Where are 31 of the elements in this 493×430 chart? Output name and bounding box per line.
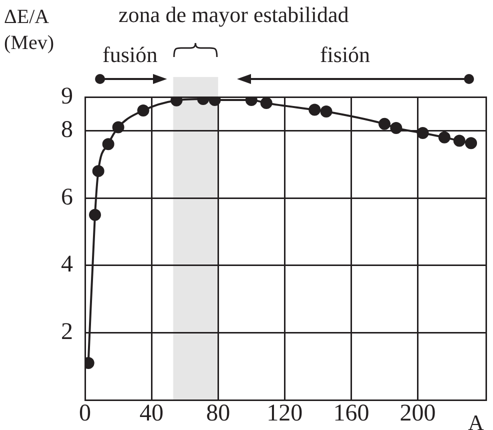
point <box>137 104 150 116</box>
text: fusión <box>102 42 158 67</box>
point <box>320 105 332 118</box>
y-tick-label: 2 <box>61 318 73 345</box>
point <box>92 165 104 178</box>
x-tick-label: 40 <box>140 400 164 427</box>
x-tick-label: 160 <box>333 400 370 427</box>
point <box>88 208 101 221</box>
x-tick-label: 0 <box>79 400 91 427</box>
x-axis-title: A <box>468 410 484 430</box>
point <box>102 138 114 150</box>
point <box>378 118 390 130</box>
y-tick-label: 9 <box>61 83 73 110</box>
point <box>465 137 478 150</box>
point <box>416 127 429 140</box>
point <box>438 131 450 144</box>
y-axis-title: ΔE/A (Mev) <box>4 5 55 56</box>
y-tick-label: 6 <box>61 184 73 210</box>
point <box>390 122 402 134</box>
y-tick-label: 8 <box>61 116 73 143</box>
point <box>170 97 183 106</box>
point <box>260 97 272 110</box>
point <box>453 134 466 147</box>
x-tick-label: 120 <box>266 400 303 427</box>
x-tick-label: 200 <box>400 400 436 427</box>
point <box>308 104 321 116</box>
text: fisión <box>320 42 370 67</box>
y-tick-label: 4 <box>61 252 73 278</box>
point <box>112 121 124 134</box>
band-label: zona de mayor estabilidad <box>118 2 349 27</box>
x-tick-label: 80 <box>206 400 230 427</box>
